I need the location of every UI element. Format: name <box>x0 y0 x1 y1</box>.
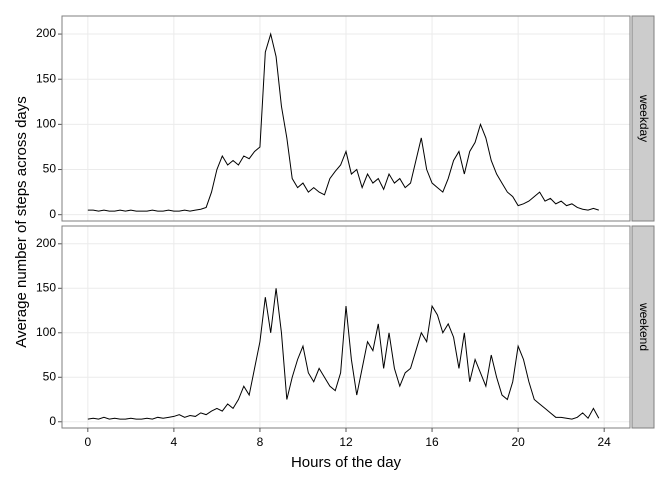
y-tick-label: 50 <box>43 369 57 383</box>
y-axis-label: Average number of steps across days <box>13 96 30 348</box>
y-tick-label: 50 <box>43 162 57 176</box>
x-tick-label: 8 <box>257 435 264 449</box>
y-tick-label: 100 <box>36 325 56 339</box>
x-tick-label: 4 <box>171 435 178 449</box>
data-line <box>87 32 599 212</box>
strip-label: weekend <box>637 302 651 351</box>
x-tick-label: 16 <box>425 435 439 449</box>
strip <box>631 225 655 429</box>
y-tick-label: 0 <box>49 414 56 428</box>
x-axis-label: Hours of the day <box>291 454 402 471</box>
y-tick-label: 150 <box>36 71 56 85</box>
x-tick-label: 0 <box>84 435 91 449</box>
x-tick-label: 20 <box>511 435 525 449</box>
x-tick-label: 12 <box>339 435 353 449</box>
y-tick-label: 0 <box>49 207 56 221</box>
y-tick-label: 100 <box>36 117 56 131</box>
y-tick-label: 200 <box>36 26 56 40</box>
y-tick-label: 200 <box>36 236 56 250</box>
panel-border <box>61 15 631 222</box>
strip <box>631 15 655 222</box>
strip-label: weekday <box>637 94 651 142</box>
data-line <box>87 288 600 420</box>
y-tick-label: 150 <box>36 280 56 294</box>
x-tick-label: 24 <box>598 435 612 449</box>
